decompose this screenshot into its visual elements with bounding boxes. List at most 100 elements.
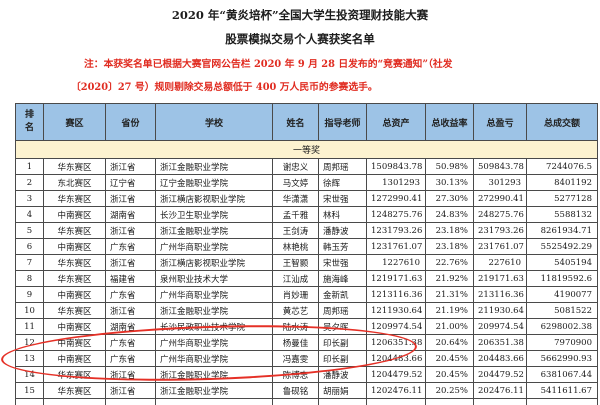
table-cell: 9: [16, 287, 44, 303]
table-cell: 中南赛区: [44, 335, 106, 351]
column-header: 总收益率: [426, 104, 474, 141]
table-cell: 1204479.52: [367, 367, 426, 383]
table-cell: 1248275.76: [367, 207, 426, 223]
table-cell: 20.45%: [426, 351, 474, 367]
table-cell: 中南赛区: [44, 351, 106, 367]
table-cell: 231793.26: [474, 223, 527, 239]
prize-section-label: 一等奖: [16, 141, 598, 159]
table-cell: 江汕成: [273, 271, 319, 287]
table-header-row: 排名赛区省份学校姓名指导老师总资产总收益率总盈亏总成交额: [16, 104, 598, 141]
table-cell: 金新凯: [319, 287, 367, 303]
table-cell: 21.00%: [426, 319, 474, 335]
column-header: 学校: [156, 104, 273, 141]
table-cell: 11: [16, 319, 44, 335]
table-cell: 谢忠义: [273, 159, 319, 175]
table-cell-empty: [156, 399, 273, 405]
column-header: 排名: [16, 104, 44, 141]
table-cell: 204483.66: [474, 351, 527, 367]
table-cell: 华东赛区: [44, 303, 106, 319]
table-cell: 1219171.63: [367, 271, 426, 287]
table-cell: 周邦瑶: [319, 159, 367, 175]
table-cell-empty: [16, 399, 44, 405]
table-cell: 8401192: [527, 175, 598, 191]
table-cell: 6298002.38: [527, 319, 598, 335]
table-cell: 1301293: [367, 175, 426, 191]
table-cell: 509843.78: [474, 159, 527, 175]
table-cell: 21.19%: [426, 303, 474, 319]
table-cell: 202476.11: [474, 383, 527, 399]
table-cell: 1227610: [367, 255, 426, 271]
table-cell: 30.13%: [426, 175, 474, 191]
table-cell: 1231793.26: [367, 223, 426, 239]
table-cell: 248275.76: [474, 207, 527, 223]
table-cell: 杨曼佳: [273, 335, 319, 351]
table-cell: 广州华商职业学院: [156, 239, 273, 255]
table-cell: 213116.36: [474, 287, 527, 303]
table-cell: 4190077: [527, 287, 598, 303]
table-cell: 广东省: [106, 351, 156, 367]
table-cell: 潘静波: [319, 367, 367, 383]
table-cell: 广州华商职业学院: [156, 287, 273, 303]
table-cell: 23.18%: [426, 239, 474, 255]
table-cell: 5662990.93: [527, 351, 598, 367]
table-cell: 胡丽娟: [319, 383, 367, 399]
table-cell: 华东赛区: [44, 383, 106, 399]
table-row-partial: [16, 399, 598, 405]
note-text-line2: 〔2020〕27 号）规则剔除交易总额低于 400 万人民币的参赛选手。: [71, 79, 378, 93]
table-cell: 5277128: [527, 191, 598, 207]
table-cell: 21.92%: [426, 271, 474, 287]
column-header: 总成交额: [527, 104, 598, 141]
table-cell: 浙江省: [106, 367, 156, 383]
table-cell: 6381067.44: [527, 367, 598, 383]
table-cell: 23.18%: [426, 223, 474, 239]
table-cell: 浙江省: [106, 383, 156, 399]
table-cell: 20.45%: [426, 367, 474, 383]
table-cell: 中南赛区: [44, 319, 106, 335]
table-cell: 15: [16, 383, 44, 399]
table-cell: 7970900: [527, 335, 598, 351]
table-cell: 5405194: [527, 255, 598, 271]
table-cell: 5588132: [527, 207, 598, 223]
table-cell: 1509843.78: [367, 159, 426, 175]
table-cell: 中南赛区: [44, 287, 106, 303]
table-cell: 4: [16, 207, 44, 223]
table-cell: 3: [16, 191, 44, 207]
table-cell: 浙江省: [106, 191, 156, 207]
table-cell: 1202476.11: [367, 383, 426, 399]
table-cell-empty: [527, 399, 598, 405]
column-header: 指导老师: [319, 104, 367, 141]
table-cell: 浙江金融职业学院: [156, 383, 273, 399]
table-cell: 广东省: [106, 335, 156, 351]
table-cell-empty: [426, 399, 474, 405]
table-cell: 浙江省: [106, 255, 156, 271]
table-cell: 宋世强: [319, 255, 367, 271]
table-cell: 周邦瑶: [319, 303, 367, 319]
table-cell: 2: [16, 175, 44, 191]
table-cell: 21.31%: [426, 287, 474, 303]
table-cell-empty: [273, 399, 319, 405]
table-cell: 1272990.41: [367, 191, 426, 207]
table-cell: 27.30%: [426, 191, 474, 207]
table-cell: 浙江金融职业学院: [156, 303, 273, 319]
table-cell: 吴夕晖: [319, 319, 367, 335]
table-cell: 8: [16, 271, 44, 287]
table-cell: 22.76%: [426, 255, 474, 271]
table-cell: 印长副: [319, 351, 367, 367]
column-header: 省份: [106, 104, 156, 141]
table-cell: 辽宁省: [106, 175, 156, 191]
table-cell: 5: [16, 223, 44, 239]
table-cell-empty: [106, 399, 156, 405]
table-cell-empty: [319, 399, 367, 405]
table-cell: 王剑涛: [273, 223, 319, 239]
table-cell: 广东省: [106, 239, 156, 255]
table-cell: 湖南省: [106, 207, 156, 223]
document-subtitle: 股票模拟交易个人赛获奖名单: [0, 31, 600, 47]
table-cell: 王智颢: [273, 255, 319, 271]
table-cell: 浙江省: [106, 159, 156, 175]
